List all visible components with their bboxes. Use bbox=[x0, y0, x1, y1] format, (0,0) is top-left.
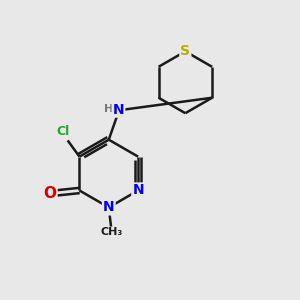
Text: N: N bbox=[113, 103, 124, 117]
Text: Cl: Cl bbox=[57, 124, 70, 137]
Text: N: N bbox=[132, 184, 144, 197]
Text: H: H bbox=[104, 104, 113, 114]
Text: CH₃: CH₃ bbox=[100, 227, 123, 237]
Text: S: S bbox=[180, 44, 190, 58]
Text: N: N bbox=[103, 200, 115, 214]
Text: O: O bbox=[44, 186, 56, 201]
